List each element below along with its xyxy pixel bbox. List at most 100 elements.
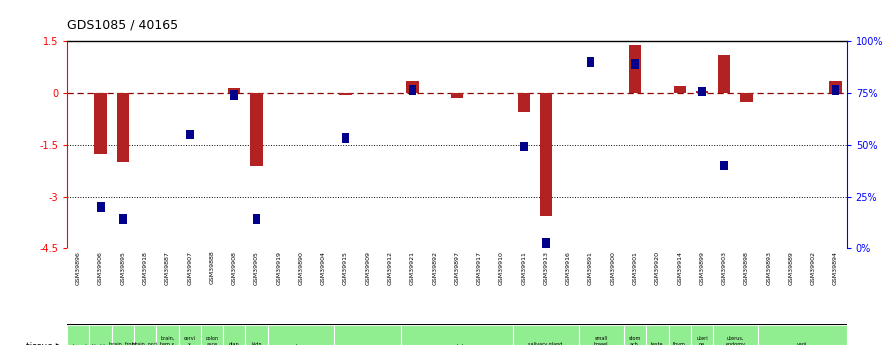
Text: GSM39919: GSM39919 <box>276 251 281 285</box>
Bar <box>156 325 178 345</box>
Bar <box>178 325 201 345</box>
Text: vagi
na: vagi na <box>797 342 807 345</box>
Text: GSM39913: GSM39913 <box>544 251 548 285</box>
Text: GSM39894: GSM39894 <box>833 251 838 285</box>
Text: teste
s: teste s <box>651 342 664 345</box>
Text: GSM39898: GSM39898 <box>744 251 749 285</box>
Text: salivary gland,
parotid: salivary gland, parotid <box>528 342 564 345</box>
Text: uteri
ne
corp
us, m: uteri ne corp us, m <box>695 336 709 345</box>
Text: bladder: bladder <box>91 344 110 345</box>
Text: colon
asce
nding
diragm: colon asce nding diragm <box>203 336 220 345</box>
Text: brain, front
al cortex: brain, front al cortex <box>109 342 137 345</box>
Bar <box>520 142 528 151</box>
Text: GSM39900: GSM39900 <box>610 251 616 285</box>
Text: GSM39888: GSM39888 <box>210 251 214 284</box>
Text: cervi
x,
endo
cervix: cervi x, endo cervix <box>182 336 197 345</box>
Bar <box>409 85 417 95</box>
Text: GSM39904: GSM39904 <box>321 251 326 285</box>
Text: GSM39906: GSM39906 <box>98 251 103 285</box>
Text: GSM39912: GSM39912 <box>388 251 392 285</box>
Text: kidn
ey: kidn ey <box>251 342 262 345</box>
Bar <box>668 325 691 345</box>
Bar <box>740 93 753 102</box>
Bar <box>94 93 107 154</box>
Text: diap
hragm: diap hragm <box>226 342 242 345</box>
Bar <box>513 325 580 345</box>
Bar <box>718 55 730 93</box>
Bar <box>580 325 624 345</box>
Text: thym
us: thym us <box>673 342 686 345</box>
Bar <box>340 93 352 95</box>
Text: GSM39908: GSM39908 <box>232 251 237 285</box>
Bar <box>587 57 594 67</box>
Text: GSM39921: GSM39921 <box>409 251 415 285</box>
Bar <box>250 93 263 166</box>
Text: ovary: ovary <box>361 344 375 345</box>
Text: GSM39895: GSM39895 <box>120 251 125 285</box>
Bar <box>518 93 530 112</box>
Bar <box>134 325 156 345</box>
Text: GSM39909: GSM39909 <box>366 251 370 285</box>
Bar <box>831 85 840 95</box>
Bar <box>67 325 90 345</box>
Bar <box>223 325 246 345</box>
Bar <box>116 93 129 162</box>
Text: adrenal: adrenal <box>69 344 88 345</box>
Bar <box>230 90 238 100</box>
Text: GSM39920: GSM39920 <box>655 251 660 285</box>
Bar <box>698 87 706 96</box>
Bar <box>451 93 463 98</box>
Text: GSM39915: GSM39915 <box>343 251 349 285</box>
Text: GSM39899: GSM39899 <box>700 251 704 285</box>
Text: stom
ach,
fund
us: stom ach, fund us <box>629 336 642 345</box>
Bar <box>112 325 134 345</box>
Bar <box>696 91 708 93</box>
Bar <box>246 325 268 345</box>
Text: tissue ▶: tissue ▶ <box>26 342 63 345</box>
Text: uterus,
endomy
om
etrium: uterus, endomy om etrium <box>726 336 745 345</box>
Text: GSM39911: GSM39911 <box>521 251 526 285</box>
Text: brain,
tem x,
poral
cortex: brain, tem x, poral cortex <box>159 336 176 345</box>
Text: GSM39887: GSM39887 <box>165 251 170 285</box>
Bar <box>401 325 513 345</box>
Bar <box>624 325 646 345</box>
Bar <box>268 325 334 345</box>
Bar <box>185 130 194 139</box>
Text: GSM39891: GSM39891 <box>588 251 593 285</box>
Text: GSM39907: GSM39907 <box>187 251 193 285</box>
Text: GSM39918: GSM39918 <box>142 251 148 285</box>
Text: GSM39896: GSM39896 <box>76 251 81 285</box>
Bar <box>201 325 223 345</box>
Text: GSM39892: GSM39892 <box>432 251 437 285</box>
Bar <box>90 325 112 345</box>
Text: GDS1085 / 40165: GDS1085 / 40165 <box>67 18 178 31</box>
Text: GSM39901: GSM39901 <box>633 251 638 285</box>
Bar <box>406 81 418 93</box>
Bar <box>691 325 713 345</box>
Text: GSM39890: GSM39890 <box>298 251 304 285</box>
Bar <box>341 133 349 143</box>
Bar <box>542 238 550 248</box>
Text: lung: lung <box>296 344 306 345</box>
Bar <box>632 59 639 69</box>
Text: small
bowel,
I, duod
denut: small bowel, I, duod denut <box>593 336 610 345</box>
Text: GSM39893: GSM39893 <box>766 251 771 285</box>
Bar <box>540 93 552 216</box>
Bar <box>228 88 240 93</box>
Bar <box>334 325 401 345</box>
Text: GSM39902: GSM39902 <box>811 251 816 285</box>
Bar <box>97 202 105 212</box>
Text: GSM39903: GSM39903 <box>721 251 727 285</box>
Bar <box>758 325 847 345</box>
Bar <box>119 214 126 224</box>
Bar <box>720 161 728 170</box>
Text: GSM39910: GSM39910 <box>499 251 504 285</box>
Text: GSM39914: GSM39914 <box>677 251 682 285</box>
Bar <box>253 214 261 224</box>
Bar <box>830 81 841 93</box>
Text: GSM39917: GSM39917 <box>477 251 482 285</box>
Bar <box>674 86 685 93</box>
Text: brain, occi
pital cortex: brain, occi pital cortex <box>131 342 159 345</box>
Bar <box>713 325 758 345</box>
Text: GSM39905: GSM39905 <box>254 251 259 285</box>
